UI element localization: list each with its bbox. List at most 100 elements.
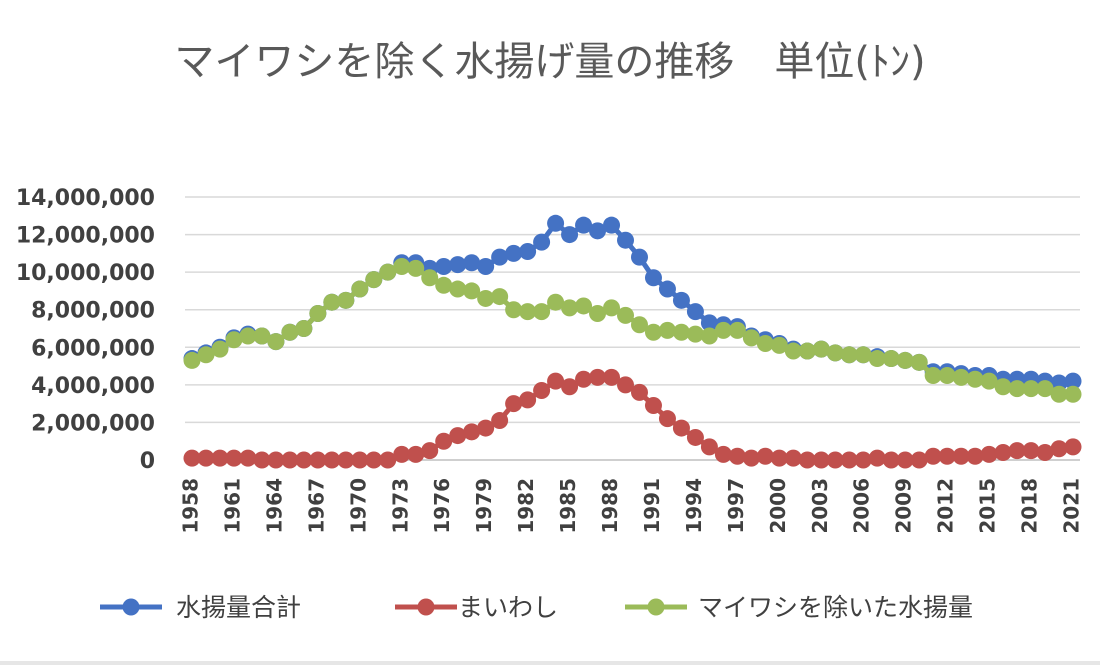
data-point (784, 342, 802, 360)
data-point (980, 372, 998, 390)
data-point (672, 291, 690, 309)
data-point (337, 291, 355, 309)
data-point (714, 321, 732, 339)
data-point (519, 391, 537, 409)
x-tick-label: 1976 (430, 478, 454, 534)
data-point (603, 368, 621, 386)
data-point (1050, 385, 1068, 403)
data-point (910, 353, 928, 371)
data-point (854, 451, 872, 469)
data-point (589, 304, 607, 322)
data-point (966, 370, 984, 388)
data-point (1008, 380, 1026, 398)
data-point (882, 350, 900, 368)
x-tick-label: 2003 (808, 478, 832, 534)
data-point (589, 368, 607, 386)
data-point (658, 280, 676, 298)
data-point (183, 449, 201, 467)
series-2 (183, 368, 1082, 469)
series-group (183, 214, 1082, 469)
data-point (421, 442, 439, 460)
x-tick-label: 1958 (178, 478, 202, 534)
data-point (798, 451, 816, 469)
data-point (798, 342, 816, 360)
data-point (505, 244, 523, 262)
data-point (686, 325, 704, 343)
data-point (449, 280, 467, 298)
data-point (603, 216, 621, 234)
series-3 (183, 258, 1082, 403)
data-point (491, 412, 509, 430)
data-point (435, 432, 453, 450)
x-tick-label: 2018 (1018, 478, 1042, 534)
y-tick-label: 4,000,000 (31, 374, 155, 399)
data-point (351, 451, 369, 469)
x-tick-label: 1964 (262, 478, 286, 534)
y-tick-label: 6,000,000 (31, 336, 155, 361)
data-point (281, 323, 299, 341)
data-point (407, 259, 425, 277)
data-point (658, 410, 676, 428)
data-point (644, 397, 662, 415)
data-point (183, 351, 201, 369)
x-tick-label: 2021 (1060, 478, 1084, 534)
data-point (505, 395, 523, 413)
data-point (253, 327, 271, 345)
data-point (826, 451, 844, 469)
data-point (365, 271, 383, 289)
data-point (1036, 380, 1054, 398)
data-point (491, 288, 509, 306)
data-point (449, 427, 467, 445)
data-point (575, 297, 593, 315)
data-point (868, 449, 886, 467)
data-point (672, 419, 690, 437)
data-point (393, 258, 411, 276)
data-point (337, 451, 355, 469)
legend-item-2: まいわし (395, 593, 558, 622)
data-point (630, 248, 648, 266)
data-point (1036, 443, 1054, 461)
data-point (589, 222, 607, 240)
data-point (952, 368, 970, 386)
data-point (700, 314, 718, 332)
data-point (700, 327, 718, 345)
y-tick-label: 2,000,000 (31, 411, 155, 436)
data-point (840, 451, 858, 469)
x-tick-label: 2009 (892, 478, 916, 534)
data-point (421, 269, 439, 287)
data-point (854, 346, 872, 364)
data-point (281, 451, 299, 469)
data-point (826, 344, 844, 362)
data-point (630, 316, 648, 334)
data-point (994, 443, 1012, 461)
data-point (505, 301, 523, 319)
data-point (938, 447, 956, 465)
data-point (770, 449, 788, 467)
data-point (603, 299, 621, 317)
data-point (617, 306, 635, 324)
legend-item-3: マイワシを除いた水揚量 (625, 593, 973, 622)
data-point (770, 336, 788, 354)
legend-label: まいわし (458, 593, 558, 622)
data-point (812, 340, 830, 358)
data-point (714, 445, 732, 463)
x-tick-label: 2012 (934, 478, 958, 534)
data-point (617, 231, 635, 249)
data-point (463, 254, 481, 272)
data-point (658, 321, 676, 339)
x-tick-label: 1997 (724, 478, 748, 534)
data-point (477, 258, 495, 276)
legend-label: マイワシを除いた水揚量 (698, 593, 973, 622)
data-point (994, 378, 1012, 396)
data-point (630, 383, 648, 401)
y-tick-label: 14,000,000 (16, 186, 155, 211)
data-point (267, 451, 285, 469)
data-point (393, 445, 411, 463)
data-point (463, 423, 481, 441)
x-tick-label: 2000 (766, 478, 790, 534)
data-point (197, 449, 215, 467)
data-point (1022, 380, 1040, 398)
data-point (882, 451, 900, 469)
